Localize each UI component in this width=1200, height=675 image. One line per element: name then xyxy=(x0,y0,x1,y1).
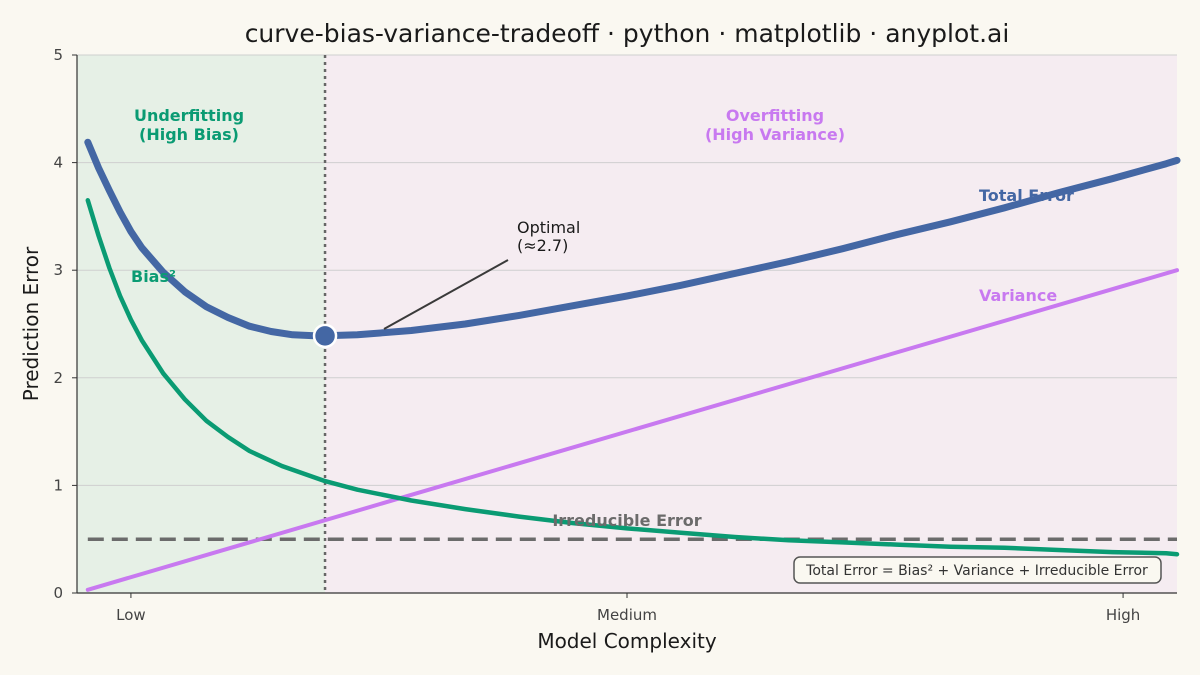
optimal-value-label: (≈2.7) xyxy=(517,236,568,255)
x-tick-label: Medium xyxy=(597,606,657,624)
x-tick-label: High xyxy=(1106,606,1140,624)
overfitting-label: Overfitting xyxy=(726,106,824,125)
overfitting-sublabel: (High Variance) xyxy=(705,125,845,144)
underfitting-label: Underfitting xyxy=(134,106,244,125)
series-line-variance xyxy=(85,268,1179,592)
y-tick-label: 5 xyxy=(53,46,63,64)
optimal-arrow xyxy=(383,259,509,330)
optimal-point-marker xyxy=(312,323,338,349)
chart-title: curve-bias-variance-tradeoff · python · … xyxy=(245,19,1010,48)
region-underfitting xyxy=(77,55,326,593)
underfitting-sublabel: (High Bias) xyxy=(139,125,239,144)
regions xyxy=(77,55,1178,593)
formula-text: Total Error = Bias² + Variance + Irreduc… xyxy=(805,563,1148,579)
x-axis-title: Model Complexity xyxy=(537,629,717,653)
bias-label: Bias² xyxy=(131,267,176,286)
series-lines xyxy=(84,138,1181,592)
series-line-bias xyxy=(85,198,1180,557)
y-tick-label: 3 xyxy=(53,261,63,279)
y-tick-label: 2 xyxy=(53,369,63,387)
irreducible-error-label: Irreducible Error xyxy=(552,511,701,530)
formula-box xyxy=(793,556,1162,584)
variance-label: Variance xyxy=(979,286,1057,305)
x-tick-label: Low xyxy=(116,606,146,624)
optimal-label: Optimal xyxy=(517,218,580,237)
x-ticks: Low Medium High xyxy=(116,593,1140,624)
y-tick-label: 1 xyxy=(53,476,63,494)
y-tick-label: 4 xyxy=(53,154,63,172)
total-error-label: Total Error xyxy=(979,186,1074,205)
y-tick-label: 0 xyxy=(53,584,63,602)
grid-lines xyxy=(77,54,1177,486)
y-axis-title: Prediction Error xyxy=(19,246,43,401)
y-ticks: 0 1 2 3 4 5 xyxy=(53,46,77,602)
series-line-total-error xyxy=(84,138,1181,340)
